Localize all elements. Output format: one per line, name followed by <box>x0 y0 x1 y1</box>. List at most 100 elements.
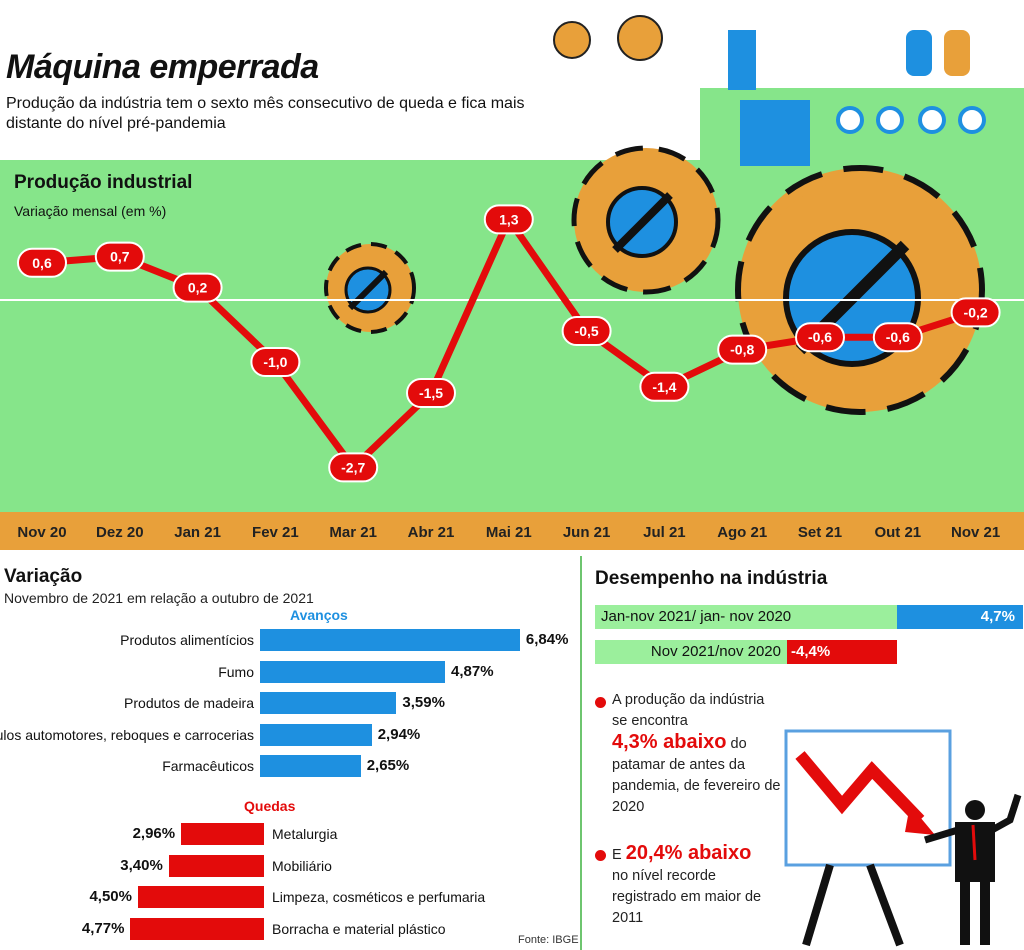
x-tick-label: Jul 21 <box>643 524 686 541</box>
bar-value-label: 4,87% <box>451 662 494 680</box>
data-point <box>250 347 301 377</box>
note-2: E 20,4% abaixo no nível recorde registra… <box>612 843 782 929</box>
bulb-blue <box>906 30 932 76</box>
page-subtitle: Produção da indústria tem o sexto mês co… <box>6 95 525 132</box>
bar-category-label: Mobiliário <box>272 857 332 874</box>
bar <box>130 917 264 940</box>
data-point <box>328 452 379 483</box>
data-label: -2,7 <box>341 459 365 475</box>
bar-category-label: Fumo <box>218 663 254 680</box>
data-point <box>717 334 768 365</box>
perf-row-2-label: Nov 2021/nov 2020 <box>595 640 787 664</box>
thermometer-panel <box>740 100 810 166</box>
data-label: -0,2 <box>964 304 988 320</box>
bar <box>260 755 361 777</box>
gauge-icons <box>836 106 986 134</box>
line-chart-title: Produção industrial <box>14 172 193 193</box>
bar <box>168 854 264 877</box>
perf-row-1-bar: 4,7% <box>897 605 1023 629</box>
bar <box>260 692 397 714</box>
variation-subtitle: Novembro de 2021 em relação a outubro de… <box>4 590 314 606</box>
data-point <box>872 322 923 353</box>
x-tick-label: Abr 21 <box>408 524 455 541</box>
data-label: 0,6 <box>32 255 52 271</box>
data-label: -0,6 <box>886 329 910 345</box>
x-tick-label: Set 21 <box>798 524 842 541</box>
x-tick-label: Out 21 <box>874 524 921 541</box>
x-tick-label: Mai 21 <box>486 524 532 541</box>
variation-title: Variação <box>4 566 83 587</box>
data-point <box>950 297 1001 328</box>
note-2-post: no nível recorde registrado em maior de … <box>612 868 762 926</box>
x-tick-label: Jan 21 <box>174 524 221 541</box>
x-axis-band <box>0 512 1024 550</box>
data-point <box>406 378 456 408</box>
x-tick-label: Fev 21 <box>252 524 299 541</box>
source-note: Fonte: IBGE <box>518 934 579 946</box>
data-label: 1,3 <box>499 211 519 227</box>
bar <box>138 886 264 908</box>
chimney <box>728 30 756 90</box>
bullet-icon <box>595 697 606 708</box>
bar-category-label: Metalurgia <box>272 826 338 842</box>
x-tick-label: Jun 21 <box>563 524 611 541</box>
data-label: 0,2 <box>188 280 208 296</box>
note-1-highlight: 4,3% abaixo <box>612 731 727 753</box>
perf-row-1-label: Jan-nov 2021/ jan- nov 2020 <box>595 605 897 629</box>
bar-category-label: Veículos automotores, reboques e carroce… <box>0 726 254 743</box>
line-chart-ylabel: Variação mensal (em %) <box>14 203 167 219</box>
bar-value-label: 4,50% <box>89 888 132 905</box>
bar-category-label: Limpeza, cosméticos e perfumaria <box>272 889 486 905</box>
perf-row-2-bar: -4,4% <box>787 640 897 664</box>
note-1-post: do patamar de antes da pandemia, de feve… <box>612 736 781 815</box>
note-2-highlight: 20,4% abaixo <box>625 842 752 864</box>
data-label: -0,8 <box>730 342 754 358</box>
bar-value-label: 3,59% <box>402 694 445 711</box>
bar-category-label: Borracha e material plástico <box>272 920 446 937</box>
bar <box>260 629 520 651</box>
x-tick-label: Ago 21 <box>717 524 767 541</box>
bar-value-label: 4,77% <box>81 919 125 937</box>
data-point <box>172 272 223 303</box>
data-label: -1,5 <box>419 385 443 401</box>
x-tick-label: Nov 20 <box>17 524 66 541</box>
page-title: Máquina emperrada <box>6 48 319 86</box>
x-tick-label: Dez 20 <box>96 524 144 541</box>
x-tick-label: Nov 21 <box>951 524 1000 541</box>
data-label: 0,7 <box>110 249 130 265</box>
data-point <box>17 247 67 278</box>
bar-value-label: 3,40% <box>120 856 163 874</box>
data-label: -0,5 <box>575 323 599 339</box>
data-point <box>483 204 534 235</box>
data-label: -1,0 <box>263 354 287 370</box>
bullet-icon <box>595 850 606 861</box>
section-divider <box>580 556 582 950</box>
note-1-pre: A produção da indústria se encontra <box>612 692 765 729</box>
bar-value-label: 2,96% <box>132 825 176 842</box>
smoke-clouds <box>553 15 663 61</box>
performance-title: Desempenho na indústria <box>595 568 828 589</box>
data-point <box>795 322 845 353</box>
data-label: -0,6 <box>808 329 832 345</box>
gains-heading: Avanços <box>290 607 348 623</box>
bar-category-label: Produtos alimentícios <box>120 632 254 648</box>
bar-category-label: Produtos de madeira <box>124 695 254 711</box>
data-point <box>561 316 612 346</box>
bar <box>260 660 446 683</box>
x-tick-label: Mar 21 <box>329 524 377 541</box>
bulb-orange <box>944 30 970 76</box>
bar-value-label: 2,94% <box>377 725 421 743</box>
bar <box>181 823 264 845</box>
gear-icon-medium <box>571 145 721 295</box>
bar-category-label: Farmacêuticos <box>162 758 254 774</box>
bar <box>260 723 372 746</box>
losses-heading: Quedas <box>244 798 296 814</box>
note-1: A produção da indústria se encontra 4,3%… <box>612 690 782 818</box>
data-label: -1,4 <box>652 379 676 395</box>
data-point <box>94 241 145 272</box>
presentation-illustration <box>784 729 1022 947</box>
data-point <box>639 371 690 402</box>
bar-value-label: 2,65% <box>366 757 410 774</box>
bar-value-label: 6,84% <box>525 631 569 648</box>
